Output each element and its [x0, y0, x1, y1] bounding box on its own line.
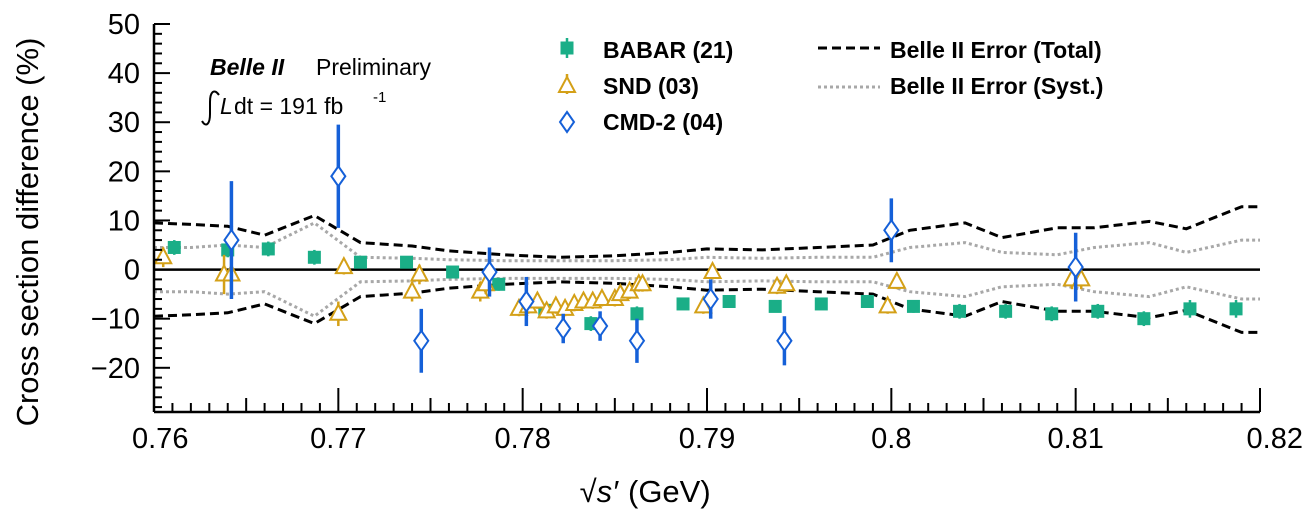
data-point — [223, 228, 240, 252]
legend-marker — [560, 41, 574, 55]
data-point — [492, 277, 506, 291]
legend-snd-label: SND (03) — [603, 73, 699, 99]
data-point — [413, 329, 430, 353]
data-point — [676, 297, 690, 311]
data-point — [776, 273, 796, 292]
data-point — [446, 265, 460, 279]
x-tick-label: 0.81 — [1047, 423, 1103, 455]
legend-total-label: Belle II Error (Total) — [890, 37, 1102, 63]
data-point — [702, 287, 719, 311]
status-label: Preliminary — [316, 54, 432, 80]
x-tick-label: 0.82 — [1247, 423, 1303, 455]
data-point — [402, 280, 422, 299]
belle-annotation: Belle II Preliminary L dt = 191 fb -1 — [201, 54, 432, 126]
band-upper-3 — [153, 205, 1260, 259]
x-tick-label: 0.78 — [494, 423, 550, 455]
data-point — [702, 260, 723, 280]
x-tick-label: 0.77 — [310, 423, 366, 455]
legend-marker — [558, 110, 576, 134]
legend-item-belle-syst: Belle II Error (Syst.) — [818, 73, 1103, 99]
data-point — [481, 260, 498, 284]
y-tick-label: −10 — [91, 304, 140, 336]
y-tick-label: 50 — [108, 9, 140, 41]
data-point — [906, 299, 920, 313]
data-point — [630, 307, 644, 321]
data-point — [1137, 312, 1151, 326]
legend-marker — [557, 74, 577, 93]
experiment-label: Belle II — [210, 54, 285, 80]
y-tick-label: 20 — [108, 156, 140, 188]
legend-item-snd: SND (03) — [557, 73, 699, 99]
data-point — [328, 302, 349, 321]
legend-snd-marker — [557, 74, 577, 94]
data-point — [722, 294, 736, 308]
data-point — [632, 273, 653, 292]
integral-icon — [201, 90, 220, 126]
data-point — [592, 287, 612, 307]
legend-syst-label: Belle II Error (Syst.) — [890, 73, 1103, 99]
data-point — [353, 255, 367, 269]
data-point — [591, 314, 609, 338]
data-point — [167, 240, 181, 254]
series-0 — [167, 240, 1243, 331]
y-tick-label: −20 — [91, 353, 140, 385]
data-point — [1067, 255, 1084, 279]
data-point — [307, 250, 321, 264]
x-axis-title: √s′ (GeV) — [580, 474, 711, 509]
data-point — [261, 242, 275, 256]
legend: BABAR (21) SND (03) CMD-2 (04) Belle II … — [557, 37, 1103, 135]
y-tick-label: 0 — [124, 255, 140, 287]
tick-labels: 50 40 30 20 10 0 −10 −20 0.76 0.77 0.78 0.79 0.8 0.81… — [91, 9, 1303, 455]
data-point — [409, 263, 430, 282]
legend-babar-marker — [560, 38, 574, 58]
x-tick-label: 0.79 — [679, 423, 735, 455]
legend-cmd2-label: CMD-2 (04) — [603, 109, 723, 135]
data-point — [400, 255, 414, 269]
data-point — [1045, 307, 1059, 321]
lumi-prefix: L — [220, 93, 233, 119]
data-point — [860, 294, 874, 308]
data-point — [554, 316, 572, 341]
data-point — [518, 289, 535, 314]
legend-babar-label: BABAR (21) — [603, 37, 733, 63]
legend-item-babar: BABAR (21) — [560, 37, 733, 63]
data-point — [776, 329, 793, 353]
series-2 — [223, 124, 1084, 373]
data-point — [877, 295, 898, 314]
data-points — [153, 124, 1243, 373]
data-point — [1091, 304, 1105, 318]
axes — [152, 23, 1261, 414]
legend-item-belle-total: Belle II Error (Total) — [818, 37, 1102, 63]
y-tick-label: 30 — [108, 107, 140, 139]
band-lower-4 — [154, 276, 1260, 318]
data-point — [334, 255, 354, 275]
data-point — [768, 299, 782, 313]
series-1 — [153, 246, 1091, 327]
data-point — [628, 329, 646, 353]
x-axis-symbol: √s′ — [580, 474, 620, 509]
data-point — [953, 304, 967, 318]
data-point — [330, 164, 347, 188]
data-point — [814, 297, 828, 311]
x-axis-unit: (GeV) — [628, 474, 711, 509]
lumi-exponent: -1 — [373, 89, 386, 106]
lumi-label: dt = 191 fb — [234, 93, 343, 119]
y-axis-title: Cross section difference (%) — [10, 38, 45, 427]
data-point — [1229, 302, 1243, 316]
data-point — [887, 270, 907, 289]
legend-item-cmd2: CMD-2 (04) — [558, 109, 723, 135]
data-point — [999, 304, 1013, 318]
band-upper-4 — [154, 221, 1260, 263]
y-tick-label: 10 — [108, 205, 140, 237]
data-point — [1183, 302, 1197, 316]
legend-cmd2-marker — [558, 110, 576, 134]
y-tick-label: 40 — [108, 58, 140, 90]
data-point — [883, 218, 900, 243]
x-tick-label: 0.8 — [871, 423, 911, 455]
x-tick-label: 0.76 — [132, 423, 188, 455]
